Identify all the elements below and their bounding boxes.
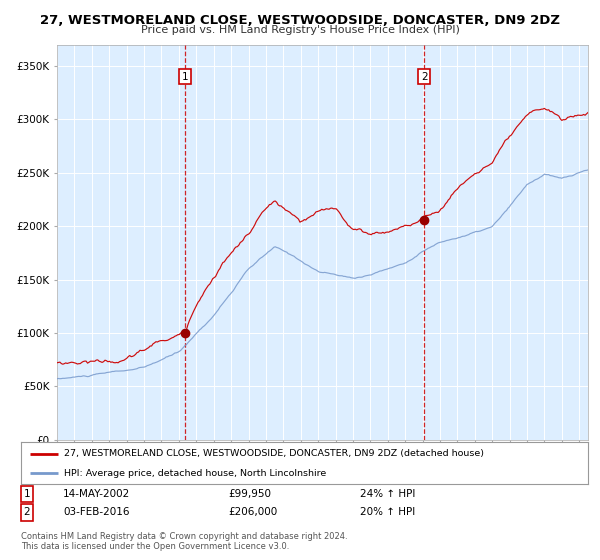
Text: 14-MAY-2002: 14-MAY-2002 <box>63 489 130 499</box>
Text: Contains HM Land Registry data © Crown copyright and database right 2024.
This d: Contains HM Land Registry data © Crown c… <box>21 532 347 552</box>
Text: 1: 1 <box>23 489 31 499</box>
Text: 03-FEB-2016: 03-FEB-2016 <box>63 507 130 517</box>
Text: £206,000: £206,000 <box>228 507 277 517</box>
Text: 27, WESTMORELAND CLOSE, WESTWOODSIDE, DONCASTER, DN9 2DZ (detached house): 27, WESTMORELAND CLOSE, WESTWOODSIDE, DO… <box>64 449 484 458</box>
Text: Price paid vs. HM Land Registry's House Price Index (HPI): Price paid vs. HM Land Registry's House … <box>140 25 460 35</box>
Text: 27, WESTMORELAND CLOSE, WESTWOODSIDE, DONCASTER, DN9 2DZ: 27, WESTMORELAND CLOSE, WESTWOODSIDE, DO… <box>40 14 560 27</box>
Text: HPI: Average price, detached house, North Lincolnshire: HPI: Average price, detached house, Nort… <box>64 469 326 478</box>
Text: £99,950: £99,950 <box>228 489 271 499</box>
Text: 24% ↑ HPI: 24% ↑ HPI <box>360 489 415 499</box>
Text: 2: 2 <box>421 72 427 82</box>
Text: 1: 1 <box>182 72 188 82</box>
Text: 2: 2 <box>23 507 31 517</box>
Text: 20% ↑ HPI: 20% ↑ HPI <box>360 507 415 517</box>
